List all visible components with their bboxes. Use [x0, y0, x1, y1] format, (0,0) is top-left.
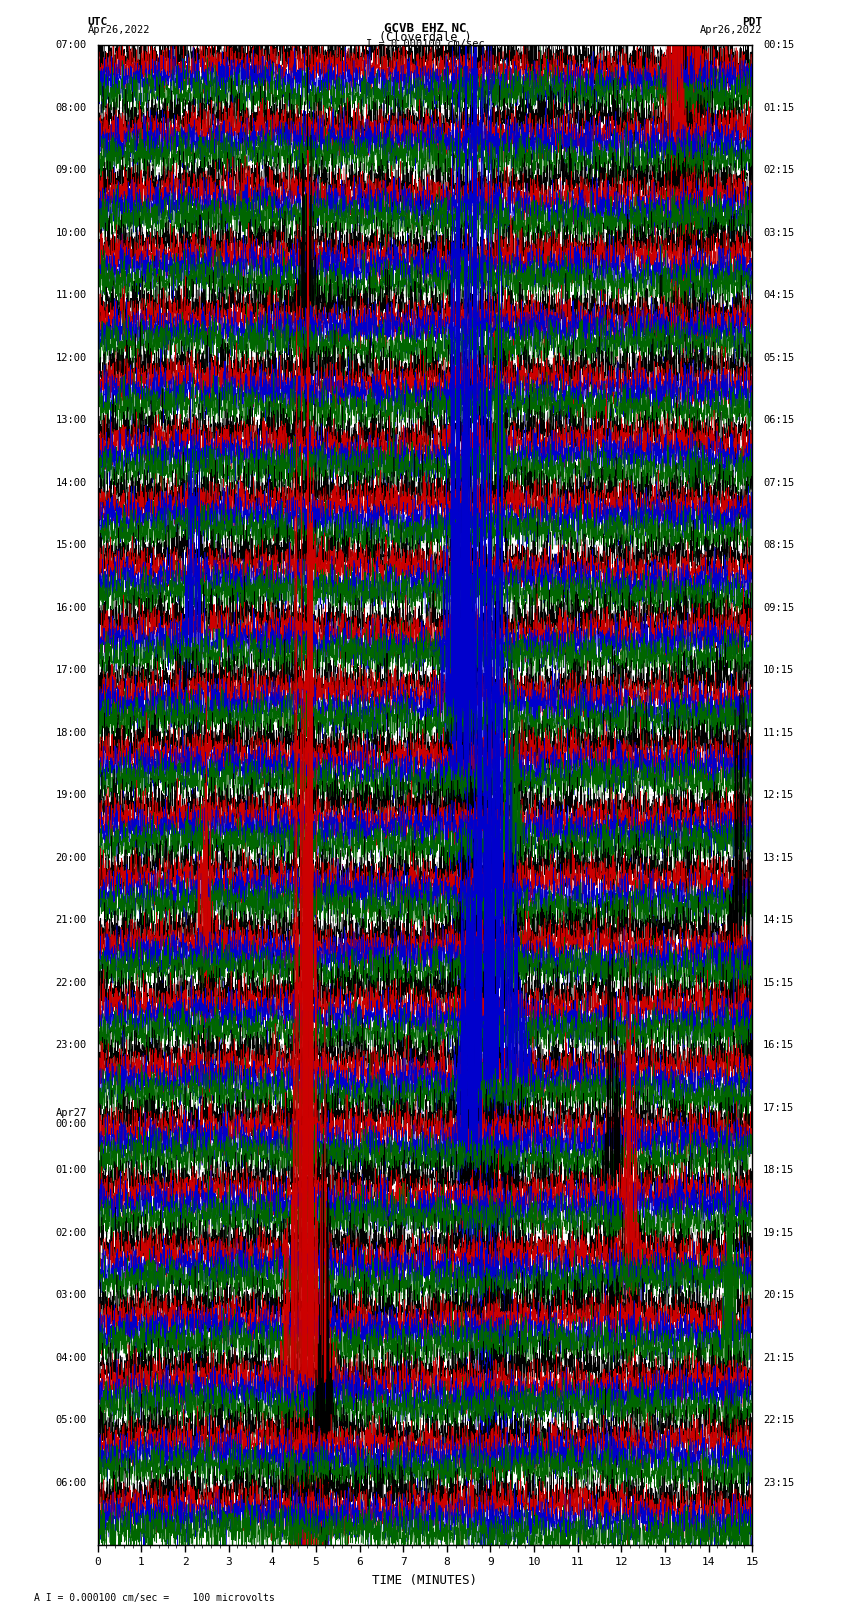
Text: A I = 0.000100 cm/sec =    100 microvolts: A I = 0.000100 cm/sec = 100 microvolts: [34, 1594, 275, 1603]
Text: 12:15: 12:15: [763, 790, 795, 800]
Text: 22:00: 22:00: [55, 977, 87, 987]
Text: 18:00: 18:00: [55, 727, 87, 737]
Text: 12:00: 12:00: [55, 353, 87, 363]
X-axis label: TIME (MINUTES): TIME (MINUTES): [372, 1574, 478, 1587]
Text: 19:00: 19:00: [55, 790, 87, 800]
Text: 09:00: 09:00: [55, 165, 87, 176]
Text: 23:00: 23:00: [55, 1040, 87, 1050]
Text: 20:00: 20:00: [55, 853, 87, 863]
Text: UTC: UTC: [88, 18, 108, 27]
Text: 23:15: 23:15: [763, 1478, 795, 1487]
Text: 11:00: 11:00: [55, 290, 87, 300]
Text: 10:00: 10:00: [55, 227, 87, 237]
Text: 03:15: 03:15: [763, 227, 795, 237]
Text: 20:15: 20:15: [763, 1290, 795, 1300]
Text: 09:15: 09:15: [763, 603, 795, 613]
Text: 21:15: 21:15: [763, 1353, 795, 1363]
Text: 08:00: 08:00: [55, 103, 87, 113]
Text: 00:00: 00:00: [55, 1119, 87, 1129]
Text: 13:15: 13:15: [763, 853, 795, 863]
Text: 14:00: 14:00: [55, 477, 87, 487]
Text: 17:00: 17:00: [55, 665, 87, 676]
Text: 04:15: 04:15: [763, 290, 795, 300]
Text: 02:15: 02:15: [763, 165, 795, 176]
Text: 16:15: 16:15: [763, 1040, 795, 1050]
Text: 22:15: 22:15: [763, 1415, 795, 1426]
Text: 21:00: 21:00: [55, 915, 87, 926]
Text: 19:15: 19:15: [763, 1227, 795, 1237]
Text: 04:00: 04:00: [55, 1353, 87, 1363]
Text: 06:15: 06:15: [763, 415, 795, 426]
Text: 15:15: 15:15: [763, 977, 795, 987]
Text: 17:15: 17:15: [763, 1103, 795, 1113]
Text: Apr27: Apr27: [55, 1108, 87, 1118]
Text: Apr26,2022: Apr26,2022: [88, 24, 150, 35]
Text: 05:00: 05:00: [55, 1415, 87, 1426]
Text: 00:15: 00:15: [763, 40, 795, 50]
Text: 07:15: 07:15: [763, 477, 795, 487]
Text: Apr26,2022: Apr26,2022: [700, 24, 762, 35]
Text: GCVB EHZ NC: GCVB EHZ NC: [383, 23, 467, 35]
Text: (Cloverdale ): (Cloverdale ): [379, 31, 471, 44]
Text: 08:15: 08:15: [763, 540, 795, 550]
Text: 01:15: 01:15: [763, 103, 795, 113]
Text: I = 0.000100 cm/sec: I = 0.000100 cm/sec: [366, 39, 484, 48]
Text: 14:15: 14:15: [763, 915, 795, 926]
Text: 06:00: 06:00: [55, 1478, 87, 1487]
Text: 18:15: 18:15: [763, 1165, 795, 1176]
Text: 10:15: 10:15: [763, 665, 795, 676]
Text: 02:00: 02:00: [55, 1227, 87, 1237]
Text: 07:00: 07:00: [55, 40, 87, 50]
Text: 13:00: 13:00: [55, 415, 87, 426]
Text: 01:00: 01:00: [55, 1165, 87, 1176]
Text: 05:15: 05:15: [763, 353, 795, 363]
Text: 16:00: 16:00: [55, 603, 87, 613]
Text: 03:00: 03:00: [55, 1290, 87, 1300]
Text: 15:00: 15:00: [55, 540, 87, 550]
Text: 11:15: 11:15: [763, 727, 795, 737]
Text: PDT: PDT: [742, 18, 762, 27]
